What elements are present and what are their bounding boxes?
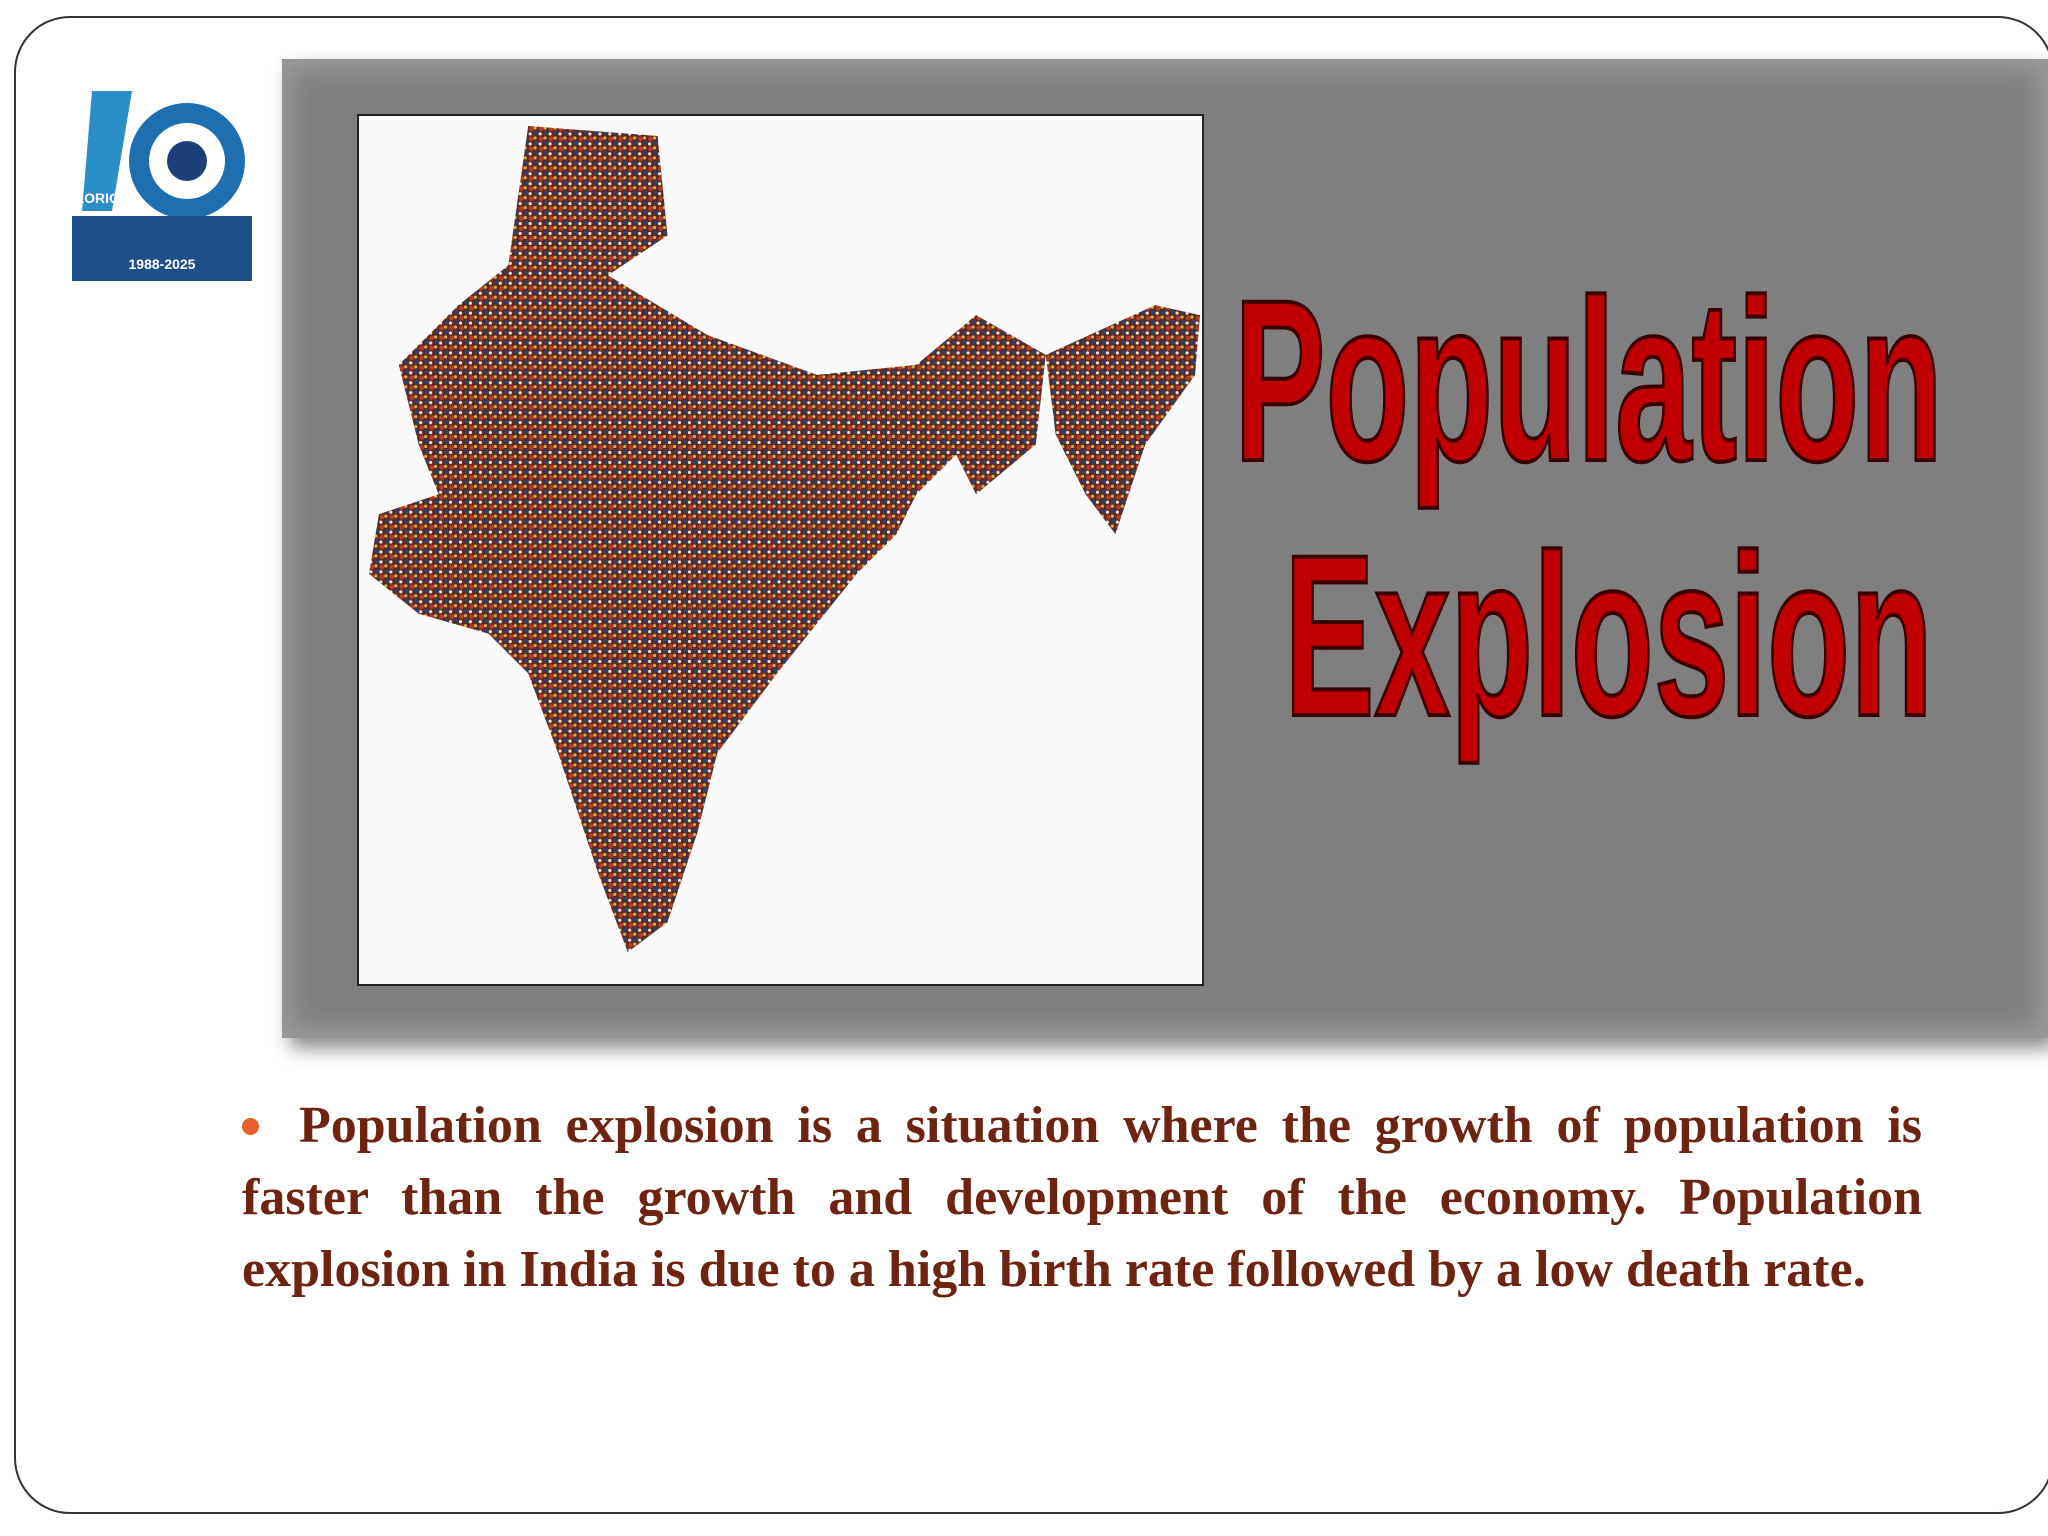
college-logo: GLORIOUS 1988-2025 <box>72 81 252 281</box>
slide-title: Population Explosion <box>1232 260 1945 766</box>
title-line: Population <box>1234 260 1943 509</box>
logo-word: GLORIOUS <box>72 190 139 206</box>
logo-years: 1988-2025 <box>129 256 196 272</box>
india-crowd-image <box>357 114 1204 986</box>
slide-frame <box>14 16 2048 1514</box>
bullet-text: Population explosion is a situation wher… <box>242 1090 1922 1306</box>
title-line: Explosion <box>1284 507 1933 764</box>
